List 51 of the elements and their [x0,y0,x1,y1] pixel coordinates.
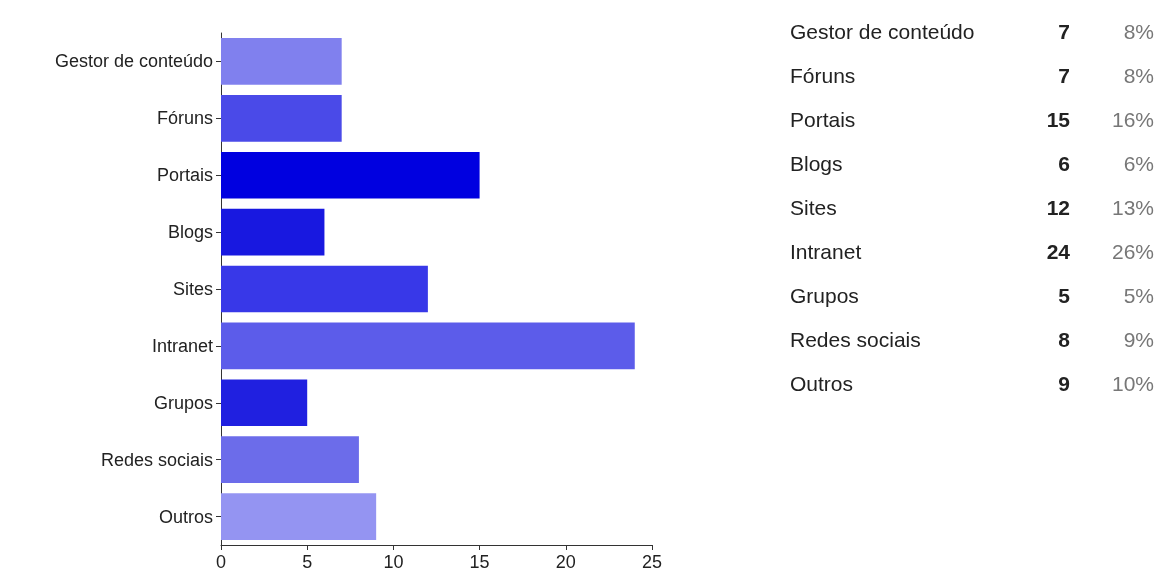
data-label: 15 [1046,107,1070,133]
bar [221,151,480,199]
text: 10% [1111,371,1154,397]
bar [221,493,377,540]
text: 26% [1111,239,1154,265]
category-label: Blogs [790,152,843,175]
y-tick-label: Sites [172,279,213,299]
bar [221,38,342,85]
y-tick-label: Fóruns [156,108,213,129]
y-tick-label: Portais [156,165,213,186]
category-label: Gestor de conteúdo [790,20,975,43]
data-label: 24 [1046,239,1070,265]
category-label: Outros [790,372,854,395]
bar [221,379,308,427]
category-label: Portais [790,108,856,131]
y-tick-label: Blogs [167,222,213,243]
category-label: Grupos [790,284,859,307]
y-tick-label: Outros [158,506,213,527]
data-label: 8 [1058,327,1070,353]
text: 8% [1123,19,1154,45]
category-label: Sites [790,196,837,219]
category-label: Fóruns [790,64,856,87]
text: 9% [1123,327,1154,353]
text: 13% [1111,195,1154,221]
text: 5% [1123,283,1154,309]
y-tick-label: Intranet [151,335,213,356]
bar [221,265,428,313]
y-tick-label: Redes sociais [100,449,213,470]
x-tick-label: 20 [555,552,576,572]
x-tick-label: 15 [469,552,490,572]
bar [221,208,325,256]
data-label: 9 [1058,371,1070,397]
category-label: Intranet [790,240,862,263]
category-label: Redes sociais [790,328,921,351]
x-tick-label: 0 [215,552,227,572]
y-tick-label: Grupos [153,392,213,413]
x-tick-label: 25 [641,552,663,572]
x-tick-label: 10 [383,552,404,572]
data-label: 12 [1046,195,1070,221]
bar [221,436,359,483]
bar [221,322,635,370]
data-label: 6 [1058,151,1070,177]
data-label: 7 [1058,63,1070,89]
data-label: 5 [1058,283,1070,309]
text: 8% [1123,63,1154,89]
y-tick-label: Gestor de conteúdo [54,51,213,72]
text: 16% [1111,107,1154,133]
text: 6% [1123,151,1154,177]
data-label: 7 [1058,19,1070,45]
x-tick-label: 5 [302,552,313,572]
bar [221,95,342,142]
